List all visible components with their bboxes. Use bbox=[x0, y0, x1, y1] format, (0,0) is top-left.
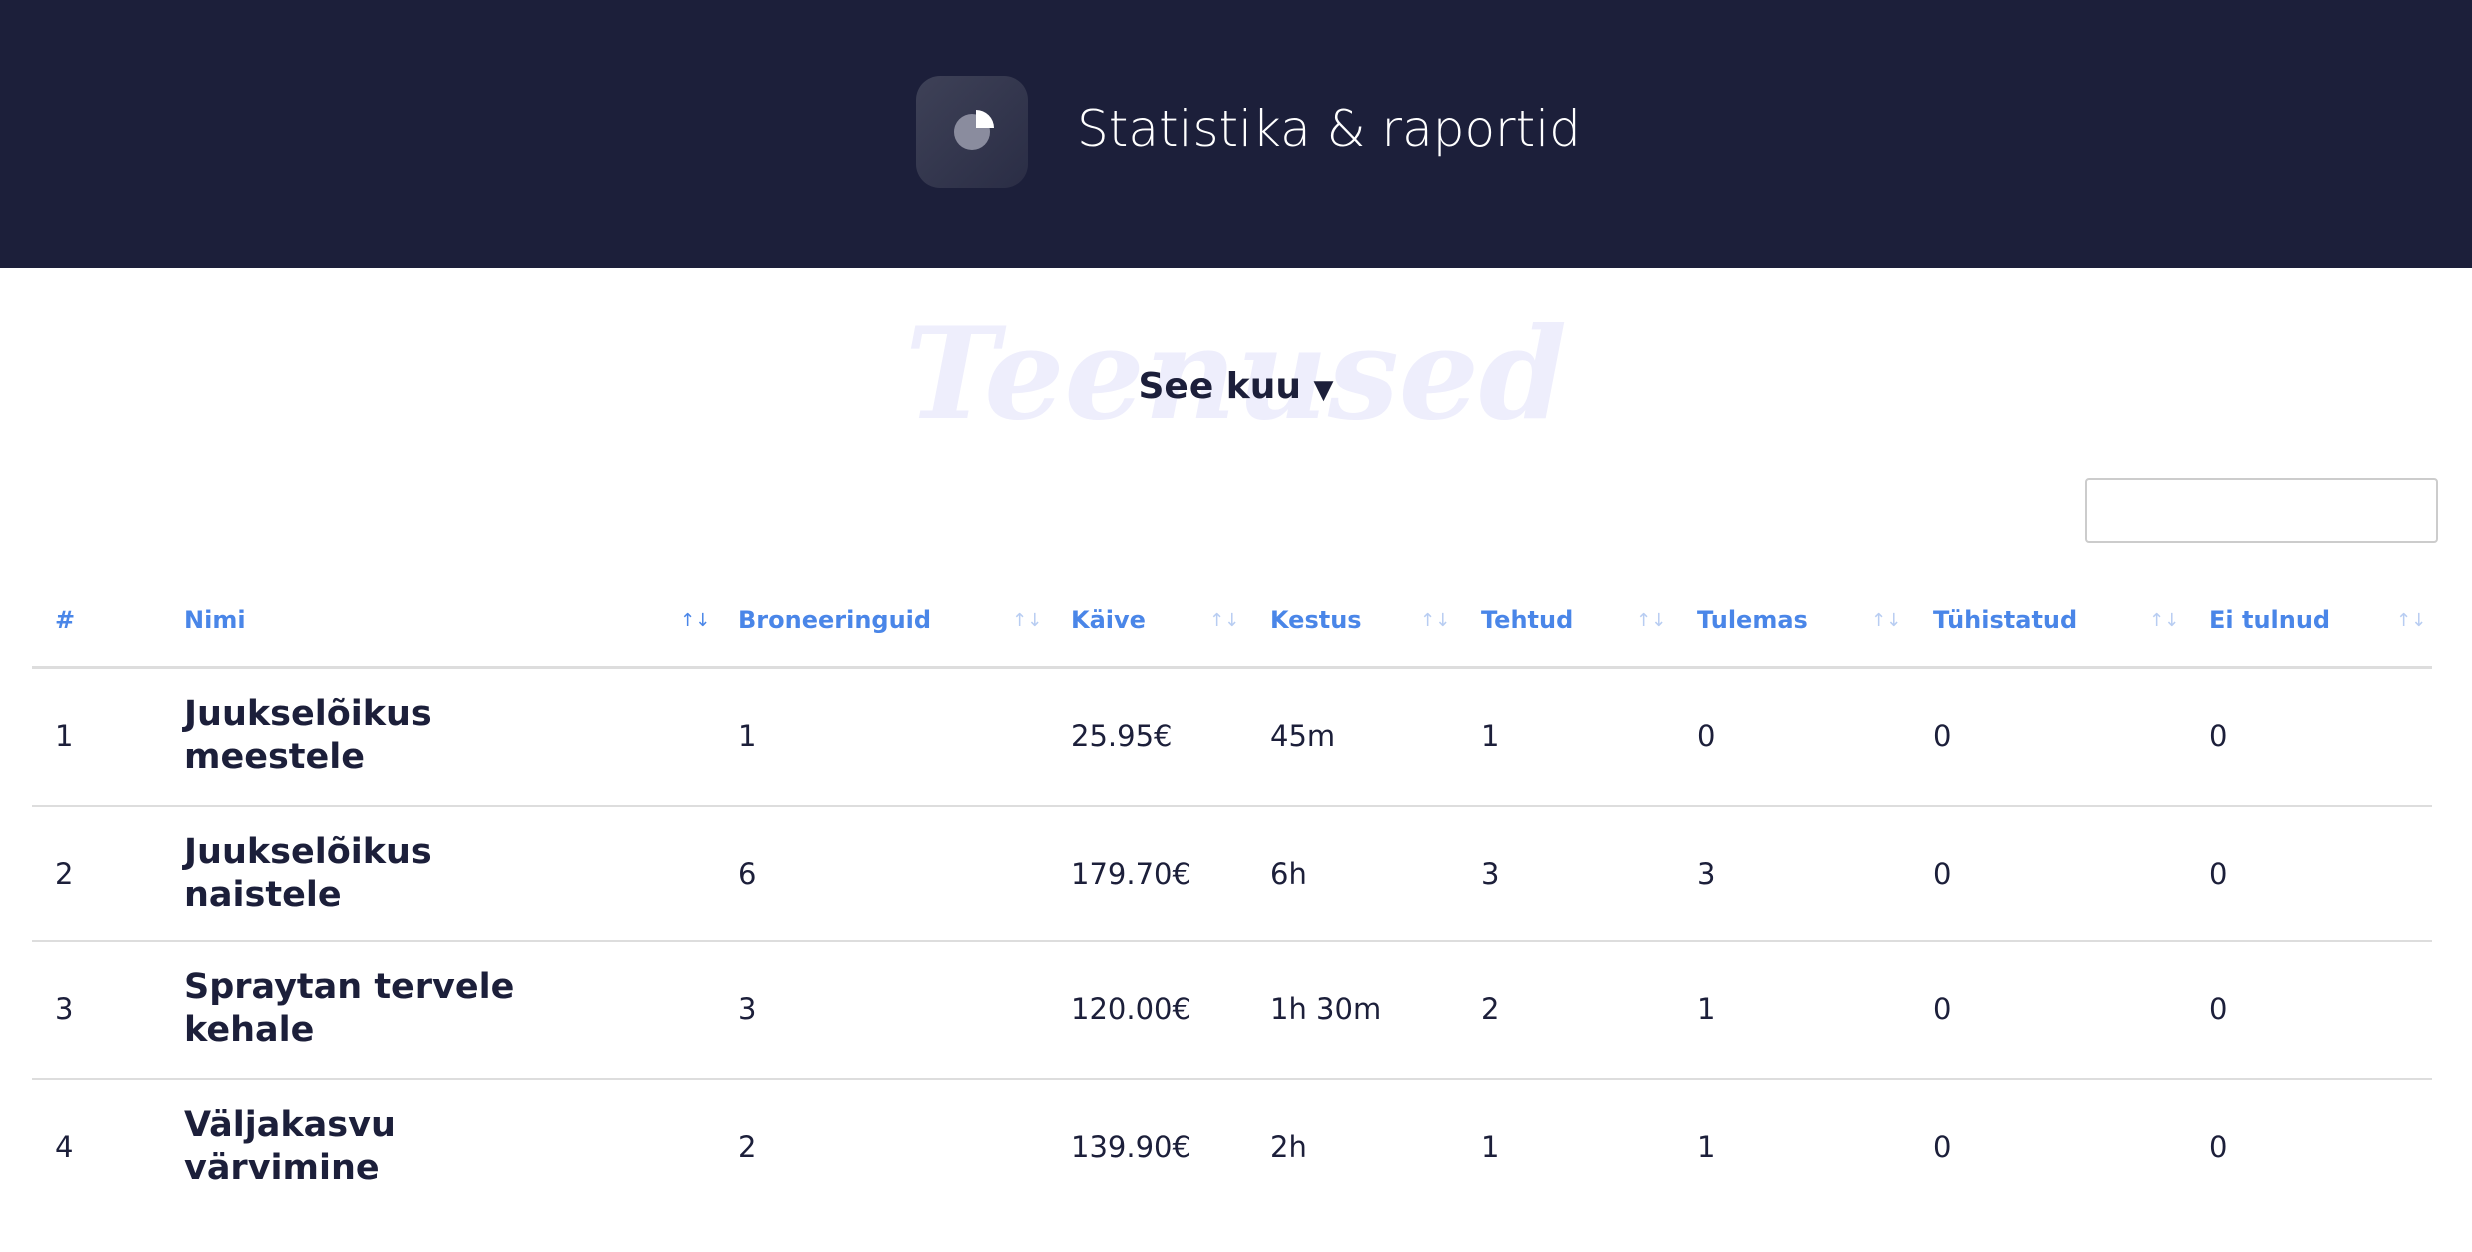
cell: 1 bbox=[55, 719, 74, 753]
cell: 3 bbox=[1481, 857, 1500, 891]
cell: 1 bbox=[1481, 719, 1500, 753]
cell: 6 bbox=[738, 857, 757, 891]
cell: 45m bbox=[1270, 719, 1336, 753]
cell: 3 bbox=[1697, 857, 1716, 891]
sort-icon[interactable]: ↑↓ bbox=[1636, 610, 1667, 631]
period-select[interactable]: See kuu ▼ bbox=[0, 366, 2472, 407]
cell: 1 bbox=[1697, 1130, 1716, 1164]
cell: 1 bbox=[738, 719, 757, 753]
column-header[interactable]: Kestus bbox=[1270, 606, 1362, 634]
cell: 0 bbox=[1697, 719, 1716, 753]
cell: 25.95€ bbox=[1071, 719, 1173, 753]
app-icon bbox=[916, 76, 1028, 188]
column-header[interactable]: Ei tulnud bbox=[2209, 606, 2331, 634]
cell: 0 bbox=[1933, 857, 1952, 891]
sort-icon[interactable]: ↑↓ bbox=[2396, 610, 2427, 631]
cell: 0 bbox=[2209, 992, 2228, 1026]
cell: 0 bbox=[2209, 1130, 2228, 1164]
cell: 139.90€ bbox=[1071, 1130, 1191, 1164]
cell: 0 bbox=[1933, 1130, 1952, 1164]
column-header[interactable]: Tulemas bbox=[1697, 606, 1808, 634]
cell: 6h bbox=[1270, 857, 1307, 891]
cell: 0 bbox=[1933, 992, 1952, 1026]
column-header: # bbox=[55, 606, 76, 634]
sort-icon[interactable]: ↑↓ bbox=[1012, 610, 1043, 631]
cell: 2h bbox=[1270, 1130, 1307, 1164]
sort-icon[interactable]: ↑↓ bbox=[1420, 610, 1451, 631]
cell: 3 bbox=[738, 992, 757, 1026]
column-header[interactable]: Tehtud bbox=[1481, 606, 1574, 634]
sort-icon[interactable]: ↑↓ bbox=[1209, 610, 1240, 631]
service-name: Väljakasvu värvimine bbox=[184, 1105, 396, 1188]
row-separator bbox=[32, 940, 2432, 942]
sort-icon[interactable]: ↑↓ bbox=[2149, 610, 2180, 631]
header-bar bbox=[0, 0, 2472, 268]
dropdown-arrow: ▼ bbox=[1313, 375, 1334, 405]
cell: 2 bbox=[738, 1130, 757, 1164]
cell: 4 bbox=[55, 1130, 74, 1164]
column-header[interactable]: Nimi bbox=[184, 606, 246, 634]
cell: 0 bbox=[2209, 719, 2228, 753]
cell: 2 bbox=[55, 857, 74, 891]
header-line bbox=[32, 666, 2432, 669]
cell: 1 bbox=[1697, 992, 1716, 1026]
cell: 0 bbox=[1933, 719, 1952, 753]
service-name: Juukselõikus meestele bbox=[184, 694, 432, 777]
search-input[interactable] bbox=[2085, 478, 2438, 543]
sort-icon[interactable]: ↑↓ bbox=[1871, 610, 1902, 631]
cell: 120.00€ bbox=[1071, 992, 1191, 1026]
cell: 0 bbox=[2209, 857, 2228, 891]
cell: 1 bbox=[1481, 1130, 1500, 1164]
service-name: Spraytan tervele kehale bbox=[184, 967, 515, 1050]
column-header[interactable]: Tühistatud bbox=[1933, 606, 2078, 634]
service-name: Juukselõikus naistele bbox=[184, 832, 432, 915]
row-separator bbox=[32, 805, 2432, 807]
watermark: Teenused bbox=[904, 300, 1568, 448]
column-header[interactable]: Broneeringuid bbox=[738, 606, 932, 634]
pie-icon bbox=[954, 110, 994, 150]
cell: 2 bbox=[1481, 992, 1500, 1026]
cell: 179.70€ bbox=[1071, 857, 1191, 891]
period-label: See kuu bbox=[1138, 366, 1301, 407]
sort-icon[interactable]: ↑↓ bbox=[680, 610, 711, 631]
cell: 3 bbox=[55, 992, 74, 1026]
cell: 1h 30m bbox=[1270, 992, 1382, 1026]
column-header[interactable]: Käive bbox=[1071, 606, 1146, 634]
page-title: Statistika & raportid bbox=[1077, 100, 1581, 158]
row-separator bbox=[32, 1078, 2432, 1080]
